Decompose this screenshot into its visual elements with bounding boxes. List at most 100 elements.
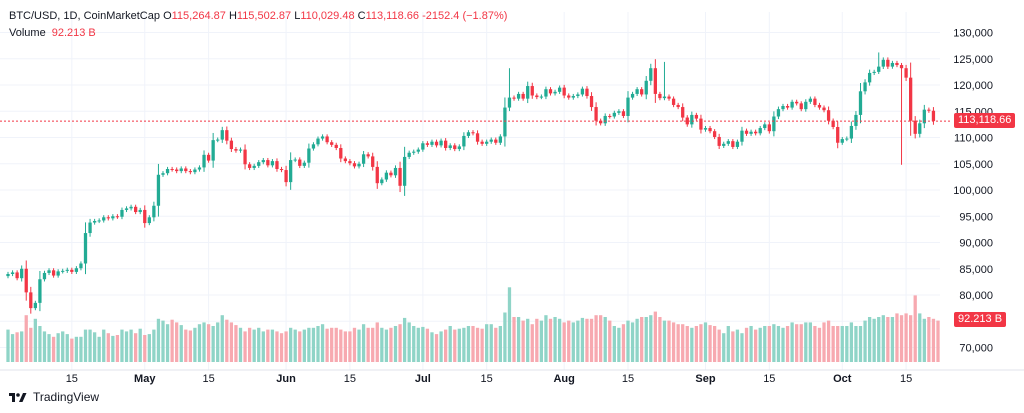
candle-body	[544, 89, 548, 97]
candle-body	[179, 168, 183, 172]
candle-body	[758, 128, 762, 134]
candle-body	[380, 179, 384, 184]
candle-body	[238, 149, 243, 151]
volume-bar	[407, 322, 411, 362]
candle-body	[785, 106, 790, 108]
candle-body	[111, 216, 115, 219]
candle-body	[781, 106, 785, 110]
candle-body	[412, 151, 416, 153]
volume-bar	[717, 329, 721, 362]
candle-body	[617, 111, 621, 113]
volume-bar	[220, 315, 224, 362]
symbol-label[interactable]: BTC/USD, 1D, CoinMarketCap	[9, 10, 160, 22]
candle-body	[904, 68, 908, 78]
volume-bar	[744, 327, 749, 362]
candle-body	[398, 167, 402, 186]
candle-body	[56, 271, 60, 276]
volume-bar	[562, 322, 566, 362]
volume-bar	[521, 320, 525, 362]
open-value: 115,264.87	[171, 10, 226, 22]
volume-bar	[667, 320, 671, 362]
candle-body	[685, 117, 689, 125]
candle-body	[840, 139, 844, 143]
volume-bar	[284, 331, 288, 362]
candle-body	[886, 59, 890, 67]
volume-bar	[79, 336, 83, 362]
candle-body	[826, 110, 831, 121]
volume-value: 92.213 B	[51, 27, 96, 39]
y-tick-label: 120,000	[953, 80, 993, 92]
brand-name: TradingView	[33, 390, 100, 404]
volume-bar	[330, 327, 334, 362]
volume-bar	[754, 329, 758, 362]
volume-bar	[402, 317, 407, 362]
volume-bar	[662, 320, 667, 362]
volume-bar	[42, 331, 47, 362]
candle-body	[475, 133, 480, 142]
candle-body	[717, 136, 721, 146]
candle-body	[653, 68, 657, 94]
candle-body	[257, 162, 261, 166]
close-label: C	[357, 10, 366, 22]
volume-bar	[785, 326, 790, 362]
volume-bar	[671, 322, 676, 362]
candle-body	[740, 130, 744, 142]
volume-bar	[649, 315, 653, 362]
volume-bar	[767, 326, 771, 362]
volume-bar	[361, 324, 366, 362]
volume-bar	[612, 326, 616, 362]
tradingview-attribution[interactable]: TradingView	[9, 390, 99, 404]
volume-bar	[708, 325, 712, 362]
volume-bar	[430, 332, 434, 362]
volume-label[interactable]: Volume	[9, 27, 46, 39]
volume-bar	[685, 326, 689, 362]
volume-bar	[840, 326, 844, 362]
candle-body	[854, 114, 858, 126]
volume-bar	[152, 329, 156, 362]
candle-body	[703, 128, 708, 130]
volume-bar	[712, 326, 717, 362]
volume-bar	[599, 315, 603, 362]
candle-body	[92, 220, 97, 223]
candle-body	[863, 82, 867, 92]
candle-body	[330, 142, 334, 145]
candle-body	[822, 107, 826, 111]
volume-bar	[922, 318, 926, 362]
candle-body	[735, 141, 740, 147]
candle-body	[845, 138, 849, 140]
candle-body	[24, 268, 28, 293]
volume-bar	[371, 327, 375, 362]
x-tick-label: 15	[481, 373, 493, 385]
volume-bar	[398, 324, 402, 362]
volume-bar	[640, 317, 644, 362]
candle-body	[42, 272, 47, 280]
candle-body	[79, 263, 83, 269]
candle-body	[206, 154, 211, 161]
candle-body	[124, 208, 129, 210]
change-value: -2152.4 (−1.87%)	[422, 10, 508, 22]
volume-bar	[33, 318, 37, 362]
volume-bar	[24, 315, 28, 362]
volume-bar	[83, 329, 88, 362]
candle-body	[188, 171, 192, 173]
volume-bar	[927, 317, 931, 362]
candle-body	[708, 128, 712, 132]
ohlc-row: BTC/USD, 1D, CoinMarketCap O115,264.87 H…	[9, 8, 507, 25]
volume-bar	[138, 328, 142, 362]
candle-body	[393, 167, 398, 176]
volume-bar	[749, 326, 753, 362]
volume-bar	[225, 319, 229, 362]
candle-body	[867, 72, 872, 83]
candle-body	[352, 163, 357, 167]
y-tick-label: 90,000	[959, 238, 993, 250]
volume-bar	[170, 319, 174, 362]
volume-bar	[530, 324, 534, 362]
volume-bar	[872, 318, 876, 362]
volume-bar	[389, 327, 393, 362]
y-tick-label: 105,000	[953, 159, 993, 171]
volume-bar	[462, 327, 466, 362]
candle-body	[594, 107, 598, 121]
volume-bar	[498, 326, 502, 362]
candle-body	[138, 209, 142, 213]
